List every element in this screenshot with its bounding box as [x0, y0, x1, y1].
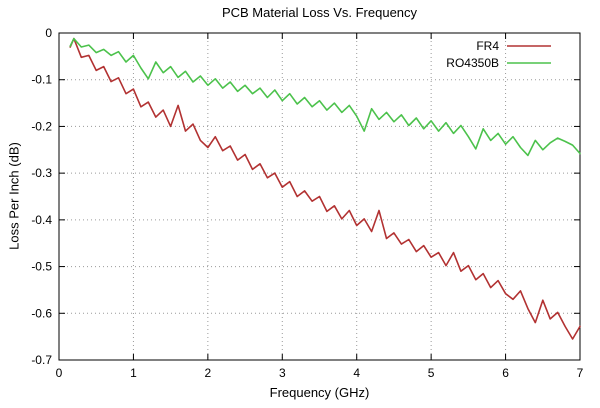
y-tick-label: -0.5	[31, 260, 52, 274]
y-tick-label: -0.1	[31, 73, 52, 87]
y-tick-label: -0.2	[31, 119, 52, 133]
y-tick-label: -0.7	[31, 353, 52, 367]
legend-label-fr4: FR4	[476, 39, 499, 53]
plot-border	[58, 32, 581, 361]
y-tick-label: -0.3	[31, 166, 52, 180]
x-tick-label: 3	[279, 366, 286, 380]
legend-label-ro4350b: RO4350B	[446, 56, 499, 70]
x-tick-label: 4	[353, 366, 360, 380]
y-tick-label: -0.4	[31, 213, 52, 227]
x-tick-label: 1	[130, 366, 137, 380]
series-line-ro4350b	[69, 37, 581, 157]
x-tick-label: 7	[577, 366, 584, 380]
x-tick-label: 2	[205, 366, 212, 380]
x-tick-label: 6	[502, 366, 509, 380]
y-tick-label: 0	[45, 26, 52, 40]
chart-title: PCB Material Loss Vs. Frequency	[221, 5, 418, 20]
x-tick-label: 5	[428, 366, 435, 380]
series-line-fr4	[69, 37, 581, 340]
x-axis-label: Frequency (GHz)	[269, 385, 370, 400]
x-tick-label: 0	[56, 366, 63, 380]
y-tick-label: -0.6	[31, 306, 52, 320]
